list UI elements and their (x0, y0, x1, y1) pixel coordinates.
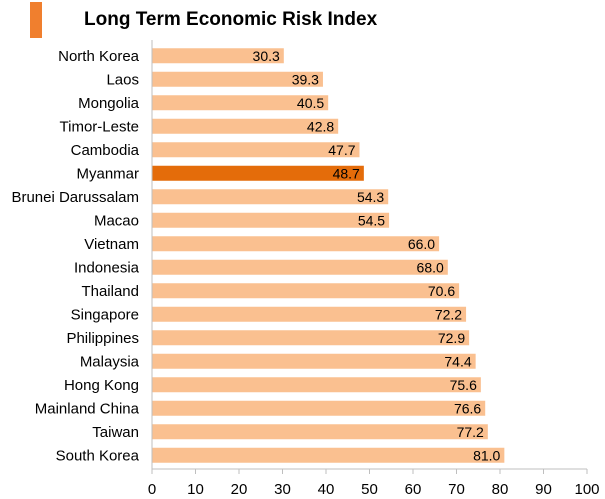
x-tick-label: 10 (187, 481, 204, 498)
x-tick-label: 40 (318, 481, 335, 498)
bar-hong-kong (152, 377, 481, 393)
title-accent-bar (30, 2, 42, 38)
value-label: 40.5 (297, 95, 324, 111)
category-label: Philippines (66, 330, 139, 347)
bar-mainland-china (152, 400, 486, 416)
category-label: Thailand (81, 283, 139, 300)
x-tick-label: 100 (574, 481, 599, 498)
category-label: Singapore (71, 306, 139, 323)
category-label: Laos (106, 71, 139, 88)
value-label: 66.0 (408, 236, 435, 252)
category-label: Cambodia (71, 142, 140, 159)
category-label: Timor-Leste (60, 118, 139, 135)
x-tick-label: 70 (448, 481, 465, 498)
category-label: Indonesia (74, 259, 140, 276)
bar-brunei-darussalam (152, 189, 389, 205)
value-label: 48.7 (333, 165, 360, 181)
category-label: Malaysia (80, 353, 140, 370)
value-label: 70.6 (428, 283, 455, 299)
category-label: Taiwan (92, 424, 139, 441)
x-tick-label: 60 (405, 481, 422, 498)
category-label: South Korea (56, 447, 140, 464)
value-label: 68.0 (417, 259, 444, 275)
bar-cambodia (152, 142, 360, 158)
value-label: 81.0 (473, 447, 500, 463)
value-label: 72.2 (435, 306, 462, 322)
category-label: Macao (94, 212, 139, 229)
bar-philippines (152, 330, 470, 346)
category-label: North Korea (58, 48, 140, 65)
category-label: Mongolia (78, 95, 140, 112)
chart-header: Long Term Economic Risk Index (0, 0, 605, 44)
bar-north-korea (152, 48, 284, 64)
chart-title: Long Term Economic Risk Index (84, 9, 378, 30)
category-label: Hong Kong (64, 377, 139, 394)
x-tick-label: 90 (535, 481, 552, 498)
bar-indonesia (152, 259, 448, 275)
value-label: 75.6 (450, 377, 477, 393)
value-label: 74.4 (444, 353, 471, 369)
x-tick-label: 80 (492, 481, 509, 498)
value-label: 42.8 (307, 118, 334, 134)
bar-taiwan (152, 424, 488, 440)
x-tick-label: 0 (148, 481, 156, 498)
x-tick-label: 50 (361, 481, 378, 498)
category-label: Myanmar (76, 165, 139, 182)
x-tick-label: 20 (231, 481, 248, 498)
bar-malaysia (152, 353, 476, 369)
value-label: 47.7 (328, 142, 355, 158)
bar-singapore (152, 306, 467, 322)
value-label: 54.5 (358, 212, 385, 228)
bar-macao (152, 212, 390, 228)
bar-laos (152, 71, 323, 87)
value-label: 76.6 (454, 400, 481, 416)
value-label: 77.2 (457, 424, 484, 440)
bar-thailand (152, 283, 460, 299)
category-label: Brunei Darussalam (11, 189, 139, 206)
category-label: Vietnam (84, 236, 139, 253)
bar-vietnam (152, 236, 440, 252)
bar-mongolia (152, 95, 329, 111)
bar-south-korea (152, 447, 505, 463)
value-label: 39.3 (292, 71, 319, 87)
x-tick-label: 30 (274, 481, 291, 498)
bar-timor-leste (152, 118, 339, 134)
bar-myanmar (152, 165, 364, 181)
value-label: 30.3 (253, 48, 280, 64)
value-label: 72.9 (438, 330, 465, 346)
value-label: 54.3 (357, 189, 384, 205)
category-label: Mainland China (35, 400, 140, 417)
